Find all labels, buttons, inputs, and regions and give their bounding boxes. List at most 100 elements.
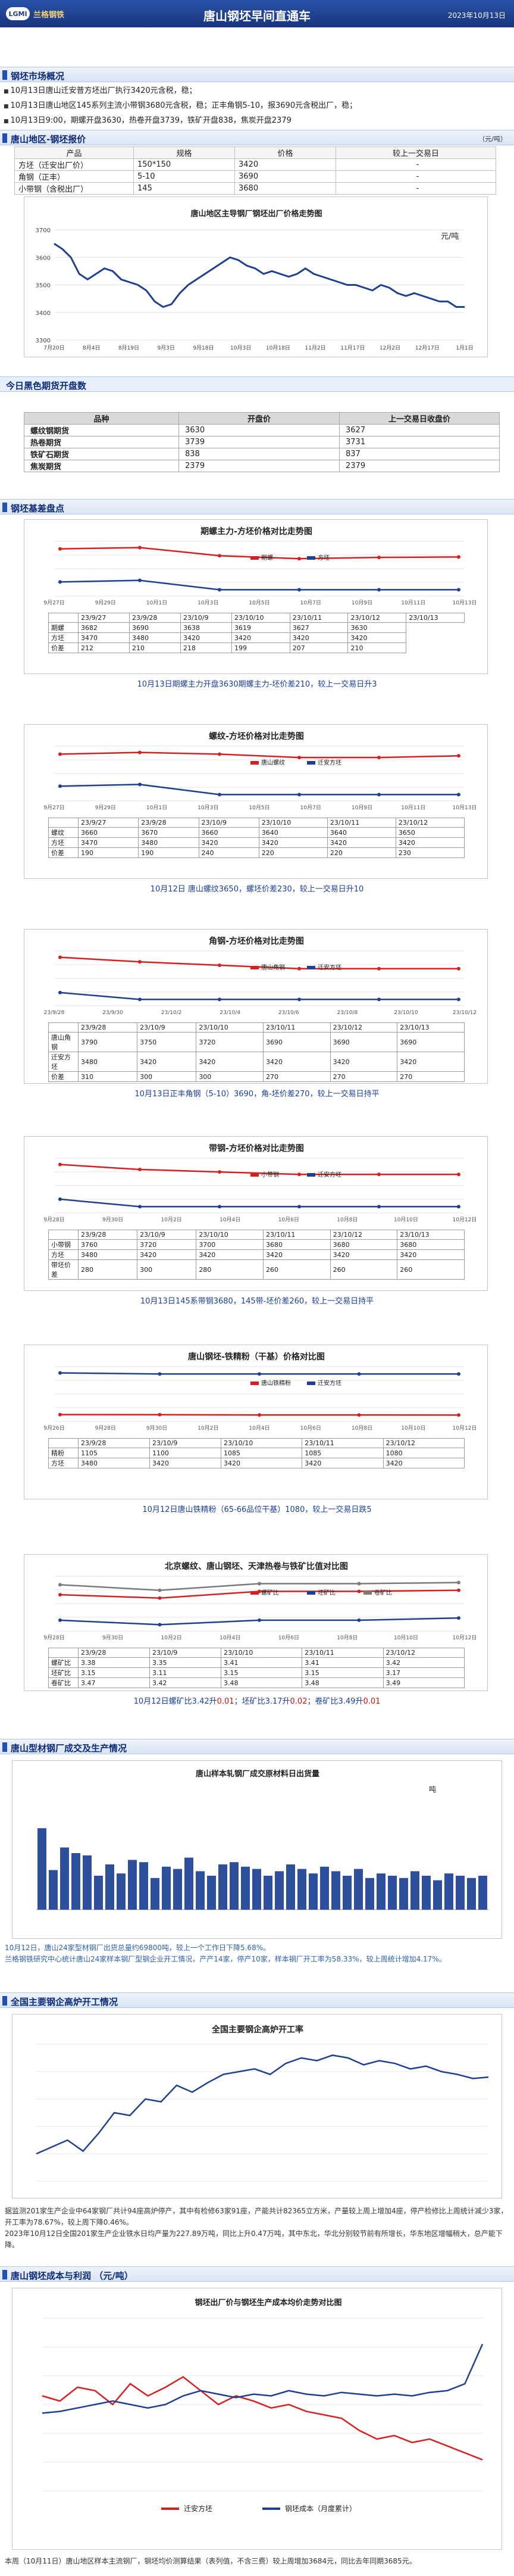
- x-tick-label: 12月17日: [415, 345, 440, 351]
- data-point: [297, 756, 301, 760]
- section-futures: 今日黑色期货开盘数: [0, 376, 514, 392]
- table-row: 期螺 3682 3690 3638 3619 3627 3630: [48, 622, 465, 633]
- table-header: 23/10/11: [302, 1648, 384, 1658]
- x-tick-label: 10月6日: [278, 1635, 299, 1641]
- basis-caption: 10月12日唐山铁精粉（65-66品位干基）1080，较上一交易日跌5: [142, 1505, 372, 1514]
- data-point: [457, 1205, 460, 1209]
- table-cell: 300: [196, 1071, 264, 1082]
- table-cell: 300: [137, 1071, 197, 1082]
- data-point: [58, 1412, 62, 1417]
- table-cell: 3640: [258, 827, 328, 838]
- section-marker: [2, 1742, 7, 1752]
- paragraph: 10月12日，唐山24家型材钢厂出货总量约69800吨，较上一个工作日下降5.6…: [5, 1944, 271, 1952]
- table-cell: 2379: [339, 460, 500, 472]
- x-tick-label: 10月12日: [453, 1217, 477, 1223]
- volume-bar: [320, 1866, 329, 1910]
- table-header: 23/10/12: [383, 1648, 465, 1658]
- table-cell: 3680: [234, 182, 336, 195]
- basis-chart-4: 唐山钢坯-铁精粉（干基）价格对比图 9月26日 9月28日 9月30日 10月2日 10月…: [24, 1345, 488, 1499]
- series-line-billet-price: [42, 2376, 483, 2460]
- volume-bar: [230, 1862, 239, 1910]
- data-point: [377, 1205, 381, 1209]
- volume-bar: [331, 1871, 340, 1910]
- table-cell: 螺纹: [48, 827, 79, 838]
- table-row: 方坯 3470 3480 3420 3420 3420 3420: [48, 837, 465, 848]
- table-header: 23/10/9: [137, 1230, 197, 1240]
- table-header: 23/10/10: [196, 1230, 264, 1240]
- basis-caption: 10月13日期螺主力开盘3630期螺主力-坯价差210，较上一交易日升3: [137, 680, 377, 689]
- table-cell: 3.47: [78, 1677, 150, 1688]
- x-tick-label: 23/10/4: [220, 1010, 240, 1016]
- data-point: [138, 1167, 142, 1171]
- legend-swatch: [250, 966, 259, 969]
- table-cell: 3619: [231, 622, 290, 633]
- data-point: [58, 1593, 62, 1597]
- table-cell: 1080: [383, 1448, 465, 1458]
- legend-swatch: [307, 556, 315, 560]
- caption-part: 10月12日螺矿比3.42升: [133, 1697, 217, 1706]
- table-corner: [48, 818, 79, 828]
- volume-bar: [117, 1873, 126, 1910]
- legend-swatch: [250, 1591, 259, 1595]
- x-tick-label: 10月2日: [161, 1217, 182, 1223]
- x-tick-label: 10月2日: [198, 1425, 218, 1432]
- legend-swatch: [250, 556, 259, 560]
- x-tick-label: 10月7日: [300, 600, 321, 606]
- x-tick-label: 10月10日: [394, 1217, 418, 1223]
- table-header-row: 23/9/28 23/10/9 23/10/10 23/10/11 23/10/12 23…: [48, 1022, 465, 1033]
- volume-bar: [37, 1828, 46, 1910]
- series-line-0: [59, 751, 459, 759]
- data-point: [158, 1596, 162, 1600]
- futures-table: 品种 开盘价 上一交易日收盘价 螺纹钢期货 3630 3627 热卷期货 373…: [24, 412, 500, 472]
- table-cell: 价差: [48, 1071, 79, 1082]
- table-cell: 3420: [231, 632, 290, 643]
- table-cell: 260: [397, 1259, 465, 1280]
- table-cell: 3.38: [78, 1657, 150, 1668]
- x-tick-label: 10月11日: [401, 600, 425, 606]
- x-tick-label: 23/10/2: [161, 1010, 182, 1016]
- table-header: 23/10/10: [258, 818, 328, 828]
- data-point: [377, 588, 381, 592]
- x-tick-label: 23/10/6: [278, 1010, 299, 1016]
- legend-label: 唐山螺纹: [261, 759, 285, 766]
- x-tick-label: 10月18日: [266, 345, 290, 351]
- caption-part: ；坯矿比3.17升: [234, 1697, 290, 1706]
- table-header: 23/9/28: [78, 1648, 150, 1658]
- x-tick-label: 10月8日: [337, 1217, 358, 1223]
- table-cell: 3420: [330, 1249, 398, 1260]
- table-cell: 3420: [220, 1458, 303, 1468]
- table-cell: 3.35: [149, 1657, 221, 1668]
- basis-caption: 10月13日正丰角钢（5-10）3690，角-坯价差270，较上一交易日持平: [134, 1090, 380, 1099]
- data-point: [297, 966, 301, 971]
- volume-bar: [105, 1864, 114, 1910]
- brand-logo: LGMI 兰格钢铁: [6, 5, 77, 23]
- price-table: 产品 规格 价格 较上一交易日 方坯（迁安出厂价） 150*150 3420 -…: [14, 146, 496, 195]
- table-cell: 方坯: [48, 1458, 79, 1468]
- table-header: 开盘价: [178, 412, 340, 425]
- series-line-0: [59, 1164, 459, 1175]
- table-cell: 3420: [397, 1052, 465, 1072]
- table-cell: 240: [198, 847, 259, 858]
- table-cell: 3627: [339, 424, 500, 436]
- table-cell: 价差: [48, 643, 79, 653]
- cost-profit-svg: 钢坯出厂价与钢坯生产成本均价走势对比图 迁安方坯 钢坯成本（月度累计）: [42, 2298, 484, 2513]
- table-header: 23/10/9: [198, 818, 259, 828]
- volume-bar: [444, 1873, 453, 1910]
- table-cell: 3.15: [302, 1667, 384, 1678]
- series-line-billet: [54, 242, 465, 308]
- paragraph: 据监测201家生产企业中64家钢厂共计94座高炉停产，其中有检修63家91座，产…: [5, 2207, 508, 2226]
- basis-chart-svg: 北京螺纹、唐山钢坯、天津热卷与铁矿比值对比图 9月28日 9月30日 10月2日 10月…: [43, 1561, 477, 1641]
- cost-profit-chart: 钢坯出厂价与钢坯生产成本均价走势对比图 迁安方坯 钢坯成本（月度累计）: [12, 2288, 502, 2550]
- section-title: 钢坯基差盘点: [11, 503, 65, 514]
- table-cell: 3690: [262, 1032, 331, 1052]
- legend-swatch: [250, 1173, 259, 1177]
- table-cell: 3.49: [383, 1677, 465, 1688]
- volume-bar: [139, 1862, 148, 1910]
- table-row: 迁安方坯 3480 3420 3420 3420 3420 3420: [48, 1052, 465, 1072]
- overview-bullet: 10月13日唐山地区145系列主流小带钢3680元含税，稳；正丰角钢5-10，报…: [4, 99, 509, 114]
- legend-label: 期螺: [261, 554, 273, 562]
- data-point: [58, 1618, 62, 1622]
- table-cell: 3420: [196, 1052, 264, 1072]
- basis-data-table: 23/9/27 23/9/28 23/10/9 23/10/10 23/10/11 23/…: [48, 613, 465, 653]
- table-cell: 3750: [137, 1032, 197, 1052]
